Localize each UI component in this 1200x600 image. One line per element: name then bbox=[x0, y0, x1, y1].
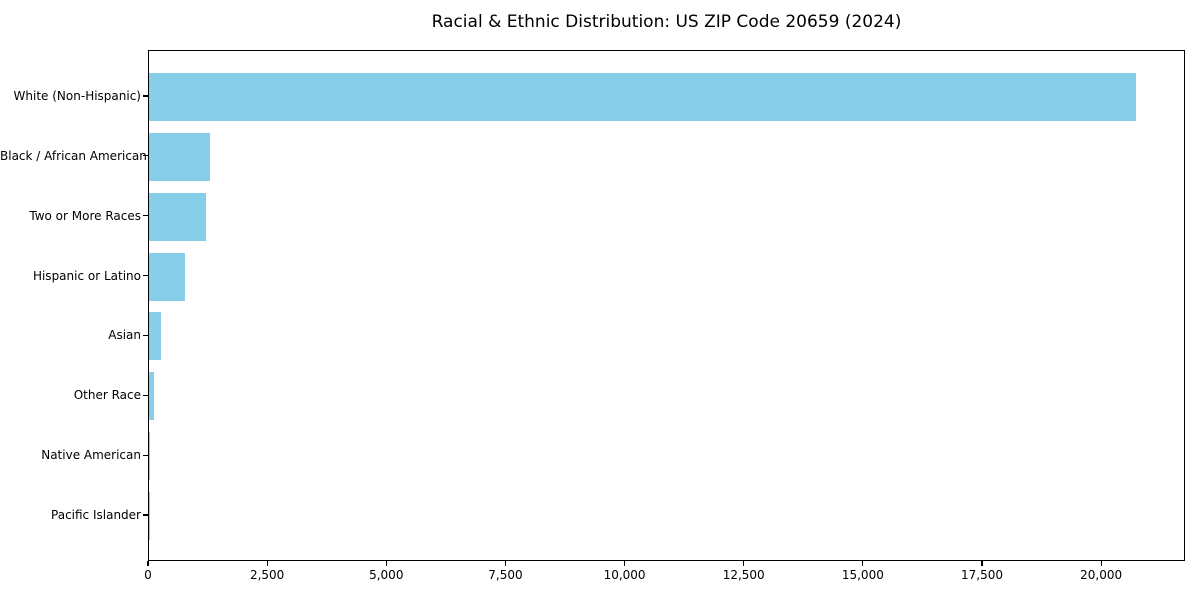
x-tick-label: 5,000 bbox=[369, 568, 404, 582]
x-tick-label: 17,500 bbox=[960, 568, 1003, 582]
y-axis-label: Pacific Islander bbox=[51, 508, 141, 523]
x-tick-mark bbox=[504, 561, 506, 566]
chart-title: Racial & Ethnic Distribution: US ZIP Cod… bbox=[431, 12, 902, 32]
plot-area bbox=[148, 50, 1185, 561]
y-tick-mark bbox=[143, 334, 148, 337]
x-tick-mark bbox=[385, 561, 387, 566]
y-axis-label: Native American bbox=[41, 448, 141, 463]
bar-other-race bbox=[149, 372, 154, 421]
x-tick-label: 12,500 bbox=[722, 568, 765, 582]
bar-two-or-more-races bbox=[149, 192, 206, 241]
bar-row bbox=[149, 426, 1184, 486]
x-tick-mark bbox=[981, 561, 983, 566]
x-tick-mark bbox=[623, 561, 626, 566]
y-tick-mark bbox=[143, 514, 148, 516]
y-axis-label: White (Non-Hispanic) bbox=[13, 88, 141, 103]
y-tick-mark bbox=[143, 274, 148, 277]
x-tick-label: 10,000 bbox=[603, 568, 646, 582]
bar-row bbox=[149, 187, 1184, 247]
y-axis-label: Black / African American bbox=[0, 148, 147, 163]
bar-black-african-american bbox=[149, 132, 210, 181]
x-tick-mark bbox=[862, 561, 864, 566]
y-axis-label: Asian bbox=[108, 328, 141, 343]
y-tick-mark bbox=[143, 454, 148, 456]
x-tick-mark bbox=[1100, 561, 1102, 566]
y-axis-label: Hispanic or Latino bbox=[32, 268, 141, 283]
y-tick-mark bbox=[143, 394, 148, 396]
y-tick-mark bbox=[143, 95, 148, 97]
x-tick-label: 2,500 bbox=[249, 568, 285, 582]
x-tick-label: 20,000 bbox=[1080, 568, 1123, 582]
y-axis-label: Two or More Races bbox=[29, 208, 141, 223]
bar-hispanic-or-latino bbox=[149, 252, 185, 301]
bar-white-non-hispanic bbox=[149, 72, 1137, 121]
x-tick-label: 15,000 bbox=[841, 568, 884, 582]
x-tick-mark bbox=[743, 561, 745, 566]
bar-row bbox=[149, 486, 1184, 546]
bar-native-american bbox=[149, 432, 150, 481]
bar-row bbox=[149, 366, 1184, 426]
bar-row bbox=[149, 67, 1184, 127]
x-tick-label: 0 bbox=[144, 568, 152, 582]
y-axis-label: Other Race bbox=[73, 388, 141, 403]
x-tick-mark bbox=[147, 561, 149, 566]
bar-asian bbox=[149, 312, 162, 361]
y-tick-mark bbox=[143, 155, 148, 157]
bar-row bbox=[149, 247, 1184, 307]
x-tick-label: 7,500 bbox=[488, 568, 523, 582]
y-tick-mark bbox=[143, 215, 148, 217]
bar-row bbox=[149, 307, 1184, 367]
bar-row bbox=[149, 127, 1184, 187]
x-tick-mark bbox=[266, 561, 268, 566]
